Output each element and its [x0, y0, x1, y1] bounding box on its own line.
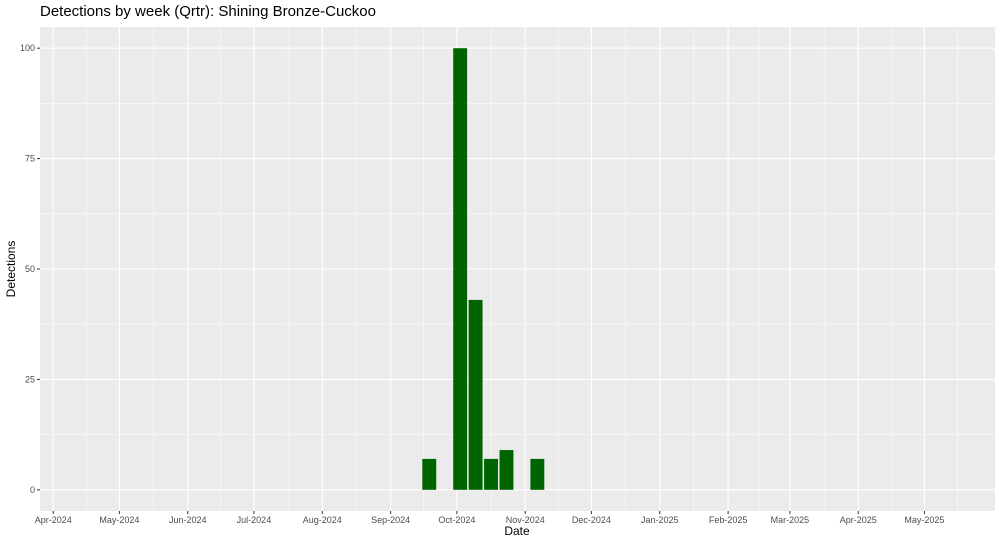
- y-tick-label: 50: [25, 264, 35, 274]
- x-tick-label: Dec-2024: [572, 515, 611, 525]
- x-tick-label: Mar-2025: [771, 515, 810, 525]
- x-axis-title: Date: [504, 524, 530, 538]
- bar: [484, 458, 498, 490]
- y-tick-label: 0: [30, 485, 35, 495]
- y-tick-label: 25: [25, 374, 35, 384]
- x-tick-label: Jul-2024: [237, 515, 272, 525]
- bar: [422, 458, 437, 490]
- x-tick-label: Apr-2024: [35, 515, 72, 525]
- x-tick-label: Feb-2025: [709, 515, 748, 525]
- x-tick-label: Aug-2024: [303, 515, 342, 525]
- y-axis-title: Detections: [4, 241, 18, 298]
- y-axis: 0 25 50 75 100: [20, 43, 40, 495]
- bar: [530, 458, 545, 490]
- y-tick-label: 100: [20, 43, 35, 53]
- grid-major: [40, 27, 995, 511]
- bar: [468, 299, 483, 490]
- x-tick-label: May-2025: [904, 515, 944, 525]
- x-tick-label: Jun-2024: [169, 515, 207, 525]
- bar: [453, 48, 468, 490]
- bars: [422, 48, 545, 490]
- x-tick-label: Jan-2025: [641, 515, 679, 525]
- x-tick-label: Nov-2024: [506, 515, 545, 525]
- x-tick-label: May-2024: [99, 515, 139, 525]
- x-axis: Apr-2024 May-2024 Jun-2024 Jul-2024 Aug-2024…: [35, 511, 944, 525]
- x-tick-label: Sep-2024: [371, 515, 410, 525]
- bar: [499, 450, 514, 490]
- x-tick-label: Apr-2025: [840, 515, 877, 525]
- y-tick-label: 75: [25, 154, 35, 164]
- x-tick-label: Oct-2024: [438, 515, 475, 525]
- chart-title: Detections by week (Qrtr): Shining Bronz…: [40, 3, 376, 20]
